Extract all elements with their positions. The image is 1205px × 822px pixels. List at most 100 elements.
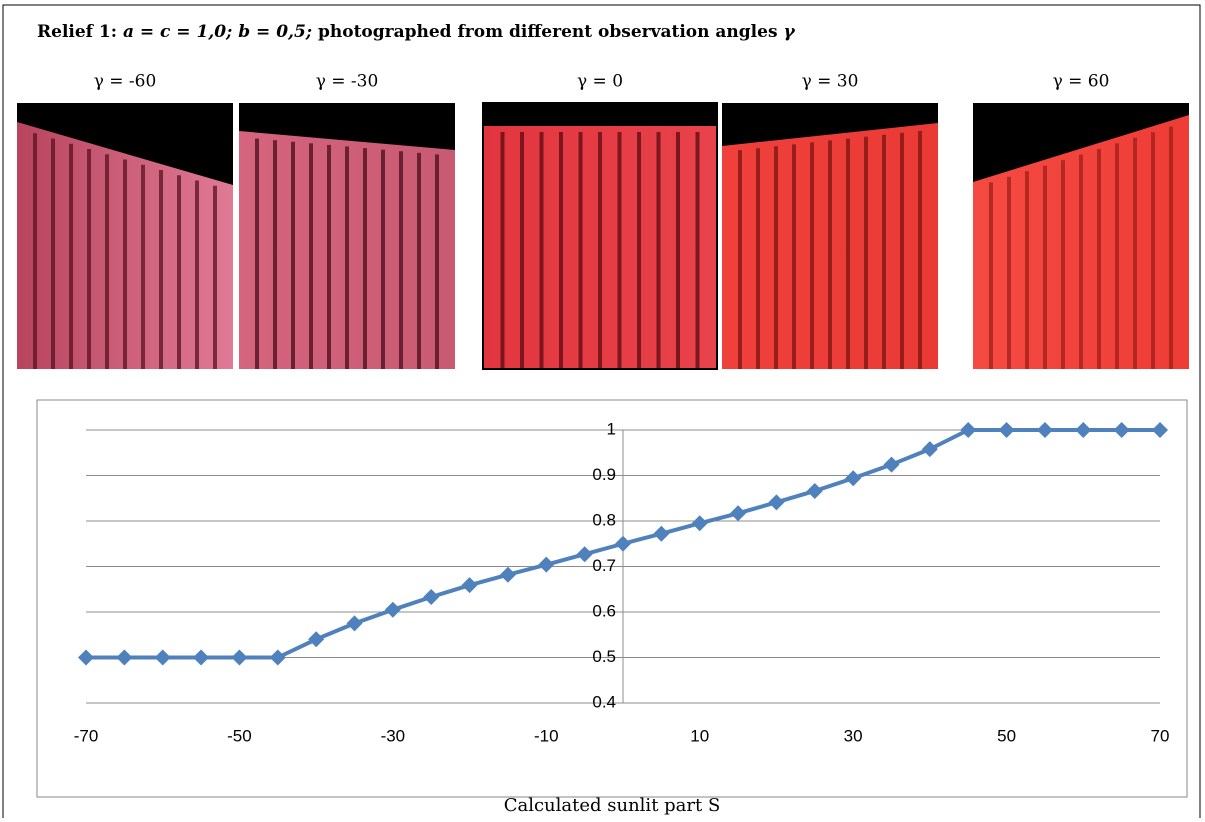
data-point (461, 577, 478, 594)
data-point (538, 556, 555, 573)
photo-groove (213, 185, 217, 369)
photo-groove (1169, 126, 1173, 369)
title-part: γ (783, 22, 795, 42)
y-tick-label: 1 (607, 419, 616, 438)
photo-groove (345, 146, 349, 369)
photo-groove (828, 140, 832, 369)
photo-groove (273, 140, 277, 369)
photo-groove (1079, 154, 1083, 369)
data-point (384, 601, 401, 618)
x-tick-label: 30 (844, 726, 863, 745)
photo-groove (1115, 143, 1119, 369)
chart: 0.4 0.5 0.6 0.7 0.8 0.9 1 -70 -50 -30 -10 10 30 50 70 (74, 419, 1170, 745)
data-point (116, 649, 133, 666)
photo-groove (177, 175, 181, 369)
photo-groove (1151, 132, 1155, 369)
photo-row: γ = -60 γ = -30 γ = 0 γ = 30 γ = 60 (17, 72, 1189, 370)
x-tick-label: -10 (534, 726, 559, 745)
photo-groove (900, 132, 904, 369)
photo-groove (69, 143, 73, 369)
x-tick-label: -30 (381, 726, 406, 745)
data-point (231, 649, 248, 666)
photo-groove (774, 146, 778, 369)
data-point (883, 456, 900, 473)
chart-frame (36, 399, 1188, 798)
data-point (960, 422, 977, 438)
data-point (1075, 422, 1092, 438)
title-part: a = c = 1,0; b = 0,5; (123, 22, 312, 42)
photo-groove (676, 132, 680, 369)
photo-groove (327, 144, 331, 369)
photo-groove (435, 154, 439, 369)
photo-groove (989, 182, 993, 369)
photo-groove (520, 132, 524, 369)
photo-groove (1061, 160, 1065, 369)
photo-groove (656, 132, 661, 369)
photo-groove (255, 138, 259, 369)
data-point (1113, 422, 1130, 438)
photo-groove (1007, 176, 1011, 369)
data-point (193, 649, 210, 666)
photo-groove (864, 136, 868, 369)
photo-groove (918, 130, 922, 369)
data-point (768, 494, 785, 511)
data-point (1036, 422, 1053, 438)
photo-groove (810, 142, 814, 369)
photo-groove (87, 149, 91, 369)
photo-groove (846, 138, 850, 369)
photo-groove (637, 132, 641, 369)
data-point (921, 441, 938, 458)
y-tick-label: 0.8 (592, 510, 616, 529)
photo-groove (695, 132, 700, 369)
photo-groove (598, 132, 602, 369)
x-tick-label: -50 (227, 726, 252, 745)
photo-groove (105, 154, 109, 369)
photo-groove (309, 143, 313, 369)
photo-groove (539, 132, 544, 369)
x-tick-label: -70 (74, 726, 99, 745)
photo-groove (33, 133, 37, 369)
photo-groove (363, 148, 367, 369)
photo-groove (578, 132, 583, 369)
data-point (653, 525, 670, 542)
data-point (308, 631, 325, 648)
y-tick-label: 0.4 (592, 692, 616, 711)
photo-border (482, 102, 718, 370)
frame (2, 4, 1201, 818)
data-point (615, 535, 631, 552)
y-tick-label: 0.6 (592, 601, 616, 620)
photo-groove (123, 159, 127, 369)
photo-groove (195, 180, 199, 369)
data-point (78, 649, 94, 666)
photo-groove (1025, 171, 1029, 369)
photo-groove (51, 138, 55, 369)
x-tick-label: 10 (690, 726, 709, 745)
x-tick-label: 70 (1151, 726, 1170, 745)
photo-groove (291, 141, 295, 369)
photo-label: γ = 0 (577, 72, 623, 92)
photo-groove (1043, 165, 1047, 369)
photo-groove (1097, 148, 1101, 369)
photo-label: γ = 60 (1053, 72, 1110, 92)
photo-label: γ = 30 (802, 72, 859, 92)
data-point (806, 482, 823, 499)
data-point (269, 649, 286, 666)
photo-groove (756, 148, 760, 369)
photo-groove (381, 149, 385, 369)
photo-groove (399, 151, 403, 369)
photo-groove (141, 164, 145, 369)
data-point (346, 615, 363, 632)
x-tick-label: 50 (997, 726, 1016, 745)
photo-groove (792, 144, 796, 369)
photo-label: γ = -60 (94, 72, 157, 92)
y-tick-label: 0.9 (592, 465, 616, 484)
photo-groove (1133, 137, 1137, 369)
data-point (845, 470, 862, 487)
data-point (691, 515, 708, 532)
data-point (730, 505, 747, 522)
photo-groove (617, 132, 622, 369)
title-part: Relief 1: (37, 22, 123, 42)
photo-groove (500, 132, 505, 369)
